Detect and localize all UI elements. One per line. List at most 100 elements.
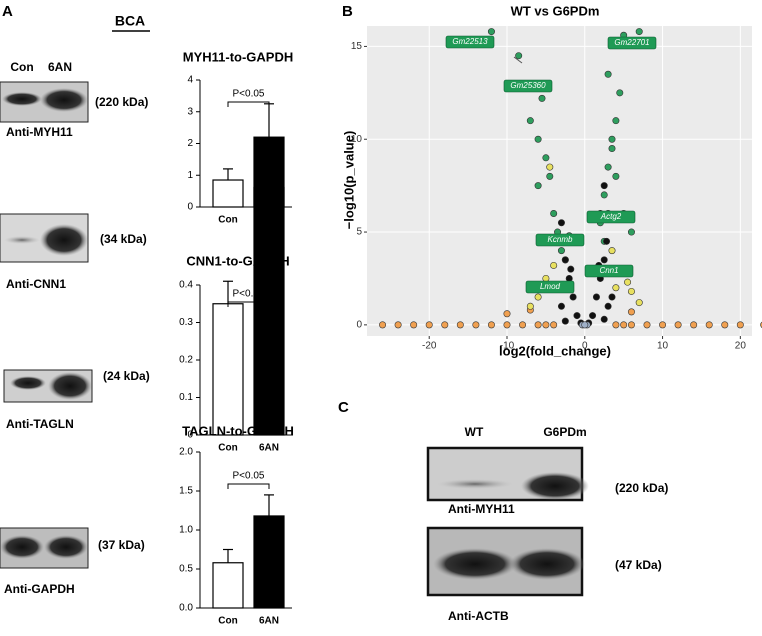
point — [542, 321, 550, 329]
annotation: P<0.05 — [233, 289, 265, 300]
y-tick-label: 0.2 — [179, 355, 193, 366]
x-tick-label: Con — [218, 443, 237, 454]
gene-label: Gm25360 — [510, 81, 546, 90]
x-tick-label: Con — [218, 616, 237, 627]
kda-label: (24 kDa) — [103, 369, 150, 383]
point — [557, 219, 565, 227]
y-tick-label: 0.0 — [179, 603, 193, 614]
point — [534, 135, 542, 143]
point — [705, 321, 713, 329]
point — [600, 182, 608, 190]
point — [627, 287, 635, 295]
bar — [253, 186, 285, 436]
y-tick-label: 2.0 — [179, 447, 193, 458]
gene-label-box — [586, 210, 636, 224]
gene-labels: Gm22513 Gm22701 Gm25360 Kcnmb Actg2 Cnn1 Lmod — [445, 35, 657, 294]
bca-label: BCA — [115, 13, 145, 29]
point — [441, 321, 449, 329]
point — [526, 117, 534, 125]
point — [643, 321, 651, 329]
point — [546, 163, 554, 171]
point — [542, 154, 550, 162]
chart-title: MYH11-to-GAPDH — [183, 49, 294, 64]
x-tick-label: 20 — [735, 341, 747, 352]
gene-label-box — [535, 233, 585, 247]
lane-label: WT — [465, 425, 484, 439]
arrow — [513, 56, 523, 64]
y-tick-label: 15 — [351, 41, 363, 52]
panel-label: B — [342, 3, 353, 20]
x-tick-label: 0 — [582, 341, 588, 352]
point — [487, 321, 495, 329]
point — [612, 284, 620, 292]
antibody-label: Anti-GAPDH — [4, 582, 75, 596]
x-axis-label: log2(fold_change) — [499, 343, 611, 358]
point — [567, 265, 575, 273]
y-tick-label: 0.5 — [179, 564, 193, 575]
point — [410, 321, 418, 329]
point — [627, 308, 635, 316]
point — [538, 94, 546, 102]
point — [627, 228, 635, 236]
gene-label-box — [584, 264, 634, 278]
gene-label: Kcnmb — [548, 235, 573, 244]
kda-label: (220 kDa) — [95, 95, 148, 109]
point — [600, 191, 608, 199]
y-tick-label: 1.0 — [179, 525, 193, 536]
point — [472, 321, 480, 329]
point — [534, 321, 542, 329]
significance-bracket — [227, 101, 270, 107]
gene-label-box — [525, 280, 575, 294]
x-tick-label: -10 — [500, 341, 515, 352]
point — [589, 312, 597, 320]
significance-bracket — [227, 483, 270, 489]
y-tick-label: 2 — [187, 138, 193, 149]
bar — [212, 562, 244, 609]
point — [616, 89, 624, 97]
point — [557, 302, 565, 310]
point — [624, 278, 632, 286]
y-tick-label: 5 — [356, 227, 362, 238]
y-axis-label: −log10(p_value) — [341, 131, 356, 230]
point — [542, 274, 550, 282]
y-tick-label: 0 — [187, 202, 193, 213]
point — [604, 70, 612, 78]
point — [608, 135, 616, 143]
point — [635, 299, 643, 307]
point — [581, 321, 589, 329]
point — [600, 256, 608, 264]
point — [487, 28, 495, 36]
point — [379, 321, 387, 329]
point — [550, 209, 558, 217]
point — [569, 293, 577, 301]
kda-label: (220 kDa) — [615, 481, 668, 495]
x-tick-label: 10 — [657, 341, 669, 352]
point — [612, 172, 620, 180]
point — [627, 321, 635, 329]
point — [604, 302, 612, 310]
point — [561, 256, 569, 264]
bar — [253, 515, 285, 609]
point — [526, 302, 534, 310]
point — [612, 321, 620, 329]
antibody-label: Anti-MYH11 — [448, 502, 515, 516]
point — [608, 145, 616, 153]
x-tick-label: Con — [218, 215, 237, 226]
gene-label-box — [607, 36, 657, 50]
point — [600, 315, 608, 323]
blot — [426, 526, 585, 597]
y-tick-label: 1 — [187, 170, 193, 181]
point — [503, 321, 511, 329]
kda-label: (47 kDa) — [615, 558, 662, 572]
blot — [0, 527, 89, 569]
y-tick-label: 3 — [187, 106, 193, 117]
blot — [426, 446, 589, 502]
point — [550, 261, 558, 269]
y-tick-label: 0.3 — [179, 317, 193, 328]
y-tick-label: 0 — [356, 320, 362, 331]
kda-label: (37 kDa) — [98, 538, 145, 552]
antibody-label: Anti-CNN1 — [6, 277, 66, 291]
antibody-label: Anti-TAGLN — [6, 417, 74, 431]
point — [425, 321, 433, 329]
